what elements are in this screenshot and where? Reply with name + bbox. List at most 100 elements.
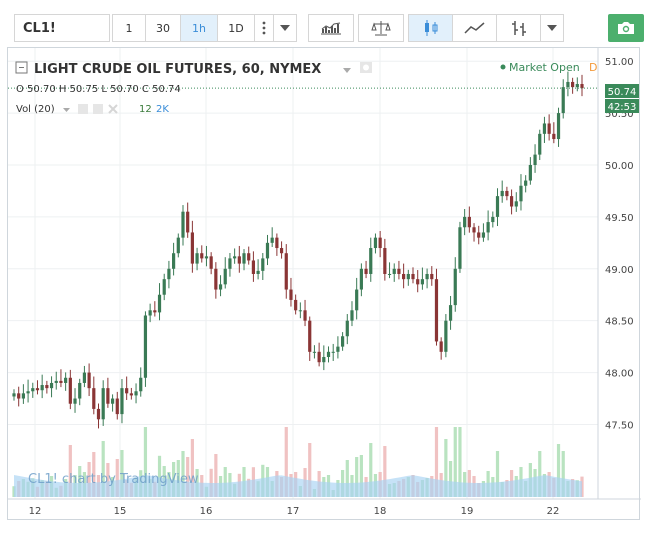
volume-bar (495, 451, 500, 497)
candle-body (153, 310, 157, 313)
last-price-badge-text: 50.74 (608, 87, 637, 98)
candle-body (181, 211, 185, 238)
chevron-down-icon[interactable] (540, 14, 564, 42)
x-tick-label: 15 (114, 506, 127, 517)
candle-body (467, 216, 471, 228)
volume-bar (556, 444, 561, 497)
eye-icon[interactable] (78, 104, 88, 114)
volume-bar (355, 457, 359, 497)
volume-value: 12 (139, 104, 152, 115)
candle-body (148, 310, 152, 316)
y-tick-label: 48.50 (605, 317, 634, 328)
candle-body (303, 310, 307, 321)
candle-body (26, 391, 30, 394)
volume-bar (383, 446, 387, 497)
volume-bar (92, 452, 96, 497)
x-tick-label: 18 (374, 506, 387, 517)
interval-1h-button[interactable]: 1h (180, 14, 218, 42)
volume-bar (214, 454, 218, 497)
y-tick-label: 47.50 (605, 420, 634, 431)
candle-body (195, 253, 199, 264)
candle-body (538, 133, 542, 155)
volume-bar (458, 427, 462, 497)
chart-panel[interactable]: 51.00 50.50 50.00 49.50 49.00 48.50 48.00 47.50… (7, 47, 641, 521)
volume-bar (120, 450, 124, 497)
candle-body (486, 222, 490, 233)
symbol-search[interactable]: CL1! (14, 14, 110, 42)
candle-body (298, 310, 302, 312)
y-tick-label: 50.50 (605, 109, 634, 120)
candle-body (265, 242, 270, 259)
close-icon[interactable] (108, 104, 118, 114)
candle-body (228, 258, 232, 269)
interval-1d-button[interactable]: 1D (217, 14, 255, 42)
candle-body (317, 351, 321, 363)
candle-body (453, 268, 457, 306)
candle-body (82, 372, 87, 383)
volume-bar (448, 461, 453, 497)
more-vert-icon[interactable] (254, 14, 274, 42)
candle-body (397, 268, 401, 274)
candle-body (223, 268, 227, 285)
price-chart[interactable]: 51.00 50.50 50.00 49.50 49.00 48.50 48.00 47.50… (8, 48, 641, 521)
chevron-down-icon[interactable] (273, 14, 297, 42)
candle-body (463, 216, 467, 228)
candle-body (256, 270, 260, 274)
market-status-dot (500, 64, 506, 70)
candle-body (312, 351, 317, 353)
volume-bar (223, 467, 227, 497)
interval-1m-button[interactable]: 1 (112, 14, 146, 42)
candle-body (125, 388, 129, 394)
area-chart-icon[interactable] (452, 14, 498, 42)
candle-body (200, 253, 204, 259)
candle-body (519, 185, 523, 202)
volume-bar (181, 451, 185, 497)
candle-body (129, 393, 133, 396)
time-axis[interactable]: 12 15 16 17 18 19 22 (8, 498, 641, 517)
volume-bar (143, 427, 148, 497)
candle-body (355, 289, 359, 311)
candle-body (350, 310, 354, 321)
candle-body (340, 336, 345, 347)
candle-body (416, 279, 420, 285)
bar-chart-icon[interactable] (496, 14, 542, 42)
countdown-badge-text: 42:53 (608, 102, 637, 113)
chevron-down-icon[interactable] (343, 68, 351, 73)
toolbar: CL1! 1 30 1h 1D (6, 8, 654, 48)
candle-body (514, 201, 518, 207)
candle-body (500, 190, 504, 197)
candle-body (561, 87, 565, 114)
candle-body (373, 237, 378, 249)
ohlc-values: O 50.70 H 50.75 L 50.70 C 50.74 (16, 84, 181, 95)
candle-body (143, 315, 148, 378)
settings-icon[interactable] (93, 104, 103, 114)
chevron-down-icon[interactable] (63, 108, 70, 112)
candle-body (387, 273, 392, 275)
market-status: Market Open (509, 61, 580, 74)
candles-icon[interactable] (408, 14, 454, 42)
volume-bar (157, 455, 162, 497)
candle-body (139, 377, 143, 392)
x-tick-label: 22 (547, 506, 560, 517)
volume-bar (172, 462, 176, 497)
compare-scale-icon[interactable] (358, 14, 404, 42)
candle-body (73, 398, 77, 404)
candle-body (505, 190, 509, 197)
countdown-badge (605, 99, 639, 113)
camera-icon[interactable] (608, 14, 644, 42)
candle-body (279, 248, 284, 254)
interval-30m-button[interactable]: 30 (145, 14, 181, 42)
candle-body (378, 237, 382, 249)
indicators-icon[interactable] (308, 14, 354, 42)
candle-body (247, 253, 251, 261)
candle-body (556, 113, 561, 140)
price-axis[interactable]: 51.00 50.50 50.00 49.50 49.00 48.50 48.00 47.50 (597, 48, 634, 499)
candle-series (12, 71, 584, 429)
candle-body (17, 393, 21, 399)
candle-body (392, 268, 396, 274)
market-status-code: D (589, 61, 597, 74)
candle-body (434, 279, 439, 342)
candle-body (331, 351, 335, 353)
candle-body (101, 388, 105, 420)
y-tick-label: 50.00 (605, 161, 634, 172)
